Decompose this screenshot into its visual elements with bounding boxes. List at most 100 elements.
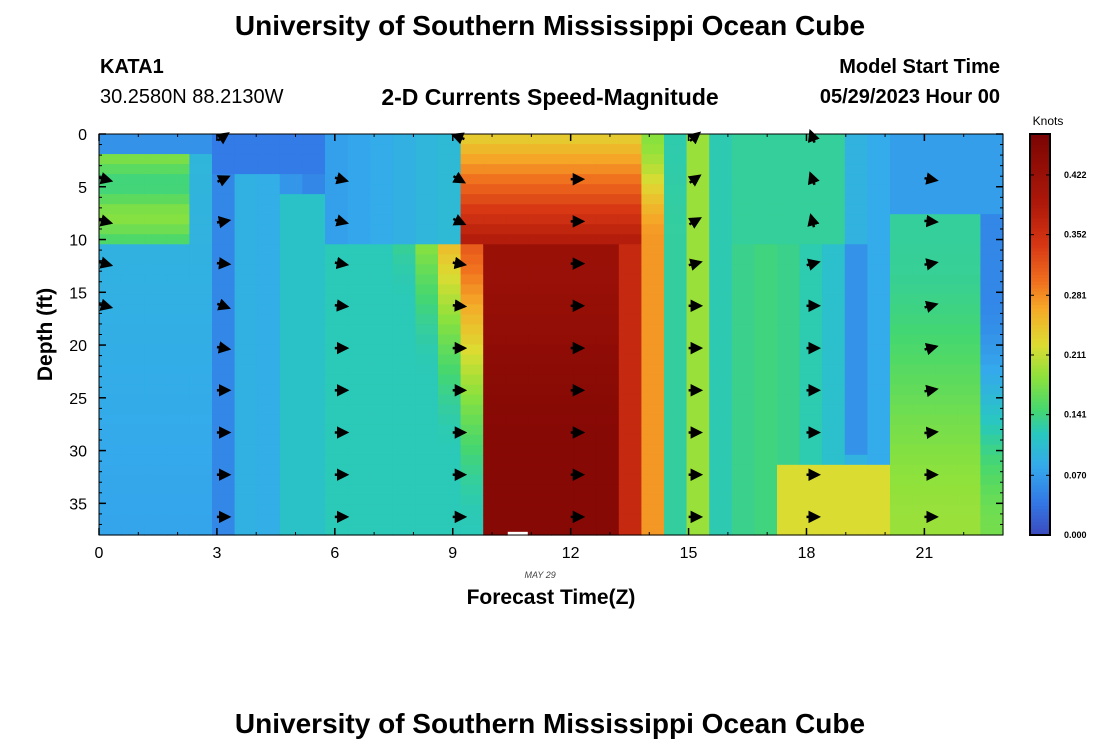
heatmap-cell [438, 364, 462, 376]
heatmap-cell [641, 434, 665, 446]
heatmap-cell [415, 144, 439, 155]
heatmap-cell [867, 524, 891, 536]
heatmap-cell [709, 154, 733, 165]
heatmap-cell [302, 434, 326, 446]
heatmap-cell [596, 184, 620, 195]
heatmap-cell [144, 214, 168, 225]
current-vector-arrow [98, 256, 114, 269]
heatmap-cell [121, 464, 145, 476]
heatmap-cell [99, 344, 123, 356]
heatmap-cell [302, 524, 326, 536]
heatmap-cell [844, 494, 868, 506]
heatmap-cell [573, 364, 597, 376]
heatmap-cell [370, 164, 394, 175]
heatmap-cell [957, 134, 981, 145]
heatmap-cell [392, 364, 416, 376]
heatmap-cell [641, 414, 665, 426]
heatmap-cell [641, 134, 665, 145]
heatmap-cell [460, 274, 484, 285]
heatmap-cell [573, 314, 597, 326]
heatmap-cell [505, 474, 529, 486]
heatmap-cell [641, 204, 665, 215]
heatmap-cell [618, 364, 642, 376]
heatmap-cell [370, 274, 394, 285]
heatmap-cell [528, 424, 552, 436]
heatmap-cell [596, 144, 620, 155]
heatmap-cell [709, 144, 733, 155]
heatmap-cell [234, 254, 258, 265]
heatmap-cell [890, 184, 914, 195]
heatmap-cell [573, 194, 597, 205]
heatmap-cell [166, 524, 190, 536]
heatmap-cell [822, 504, 846, 516]
heatmap-cell [573, 164, 597, 175]
heatmap-cell [370, 264, 394, 275]
heatmap-cell [935, 224, 959, 235]
heatmap-cell [799, 524, 823, 536]
heatmap-cell [709, 354, 733, 366]
heatmap-cell [867, 374, 891, 386]
heatmap-cell [460, 384, 484, 396]
colorbar-segment [1030, 387, 1050, 392]
heatmap-cell [890, 414, 914, 426]
heatmap-cell [664, 394, 688, 406]
heatmap-cell [867, 384, 891, 396]
heatmap-cell [912, 454, 936, 466]
heatmap-cell [731, 284, 755, 295]
y-tick-label: 20 [69, 338, 87, 355]
heatmap-cell [596, 454, 620, 466]
heatmap-cell [596, 204, 620, 215]
heatmap-cell [325, 134, 349, 145]
colorbar-segment [1030, 281, 1050, 285]
heatmap-cell [528, 164, 552, 175]
heatmap-cell [844, 354, 868, 366]
heatmap-cell [890, 284, 914, 295]
heatmap-cell [392, 384, 416, 396]
heatmap-cell [438, 264, 462, 275]
heatmap-cell [596, 284, 620, 295]
heatmap-cell [777, 434, 801, 446]
heatmap-cell [844, 464, 868, 476]
heatmap-cell [754, 154, 778, 165]
heatmap-cell [596, 444, 620, 456]
heatmap-cell [980, 314, 1004, 326]
heatmap-cell [573, 524, 597, 536]
heatmap-cell [415, 214, 439, 225]
heatmap-cell [777, 324, 801, 336]
heatmap-cell [867, 164, 891, 175]
x-tick-label: 0 [95, 545, 104, 562]
heatmap-cell [686, 314, 710, 326]
heatmap-cell [121, 474, 145, 486]
heatmap-cell [144, 224, 168, 235]
heatmap-cell [99, 434, 123, 446]
heatmap-cell [822, 394, 846, 406]
heatmap-cell [618, 294, 642, 306]
heatmap-cell [257, 314, 281, 326]
heatmap-cell [483, 494, 507, 506]
heatmap-cell [573, 324, 597, 336]
heatmap-cell [844, 304, 868, 316]
heatmap-cell [731, 274, 755, 285]
heatmap-cell [528, 514, 552, 526]
heatmap-cell [212, 154, 236, 165]
heatmap-cell [731, 484, 755, 496]
heatmap-cell [618, 214, 642, 225]
heatmap-cell [957, 274, 981, 285]
heatmap-cell [957, 184, 981, 195]
heatmap-cell [912, 224, 936, 235]
heatmap-cell [777, 474, 801, 486]
heatmap-cell [144, 264, 168, 275]
heatmap-cell [664, 384, 688, 396]
heatmap-cell [551, 434, 575, 446]
heatmap-cell [957, 464, 981, 476]
heatmap-cell [302, 374, 326, 386]
heatmap-cell [144, 314, 168, 326]
heatmap-cell [505, 164, 529, 175]
heatmap-cell [99, 464, 123, 476]
colorbar-segment [1030, 377, 1050, 382]
heatmap-cell [144, 274, 168, 285]
heatmap-cell [483, 314, 507, 326]
heatmap-cell [415, 324, 439, 336]
heatmap-cell [234, 424, 258, 436]
heatmap-cell [483, 254, 507, 265]
